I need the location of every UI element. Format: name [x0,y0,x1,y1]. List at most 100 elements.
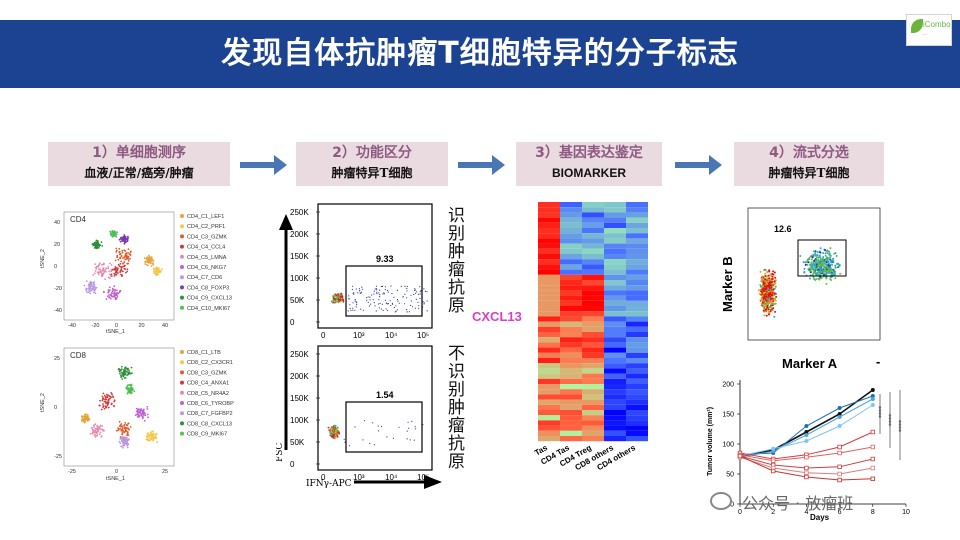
marker-point [759,284,762,286]
marker-point [812,276,815,279]
flow-point [374,288,376,290]
tsne-point [109,395,112,398]
heatmap-cell [604,394,626,400]
tsne-point [123,436,125,439]
tsne-point [121,238,124,241]
tsne-point [122,265,124,268]
flow-point [349,307,351,309]
flow-point [375,310,377,312]
heatmap-cell [538,280,560,286]
heatmap-cell [538,342,560,348]
heatmap-cell [560,295,582,301]
marker-point [817,256,820,259]
heatmap-cell [582,321,604,327]
tsne-point [115,293,118,295]
heatmap-cell [538,269,560,275]
tsne-point [129,387,132,389]
flow-point [376,293,378,295]
x-tick-label: 0 [738,509,742,516]
gate-value-marker: 12.6 [774,224,792,234]
data-point [837,412,842,416]
heatmap-cell [538,316,560,322]
tsne-point [124,437,127,440]
marker-point [760,279,763,282]
tsne-point [121,240,124,242]
marker-point [761,297,763,300]
marker-point [765,310,768,313]
tsne-point [147,416,149,419]
marker-point [771,278,774,281]
marker-point [824,259,827,262]
tsne-point [152,438,155,441]
cd4-yticks: 40 20 0 -20 -40 [54,220,62,314]
data-point [837,477,842,483]
tumor-yticks: 200 150 100 50 0 [722,382,740,509]
tsne-point [118,238,121,241]
recognize-label: 识别肿瘤抗原 [444,206,464,314]
marker-point [772,293,775,296]
flow-point [415,298,417,300]
marker-point [811,267,814,270]
tsne-point [126,368,129,371]
flow-point [368,305,370,307]
heatmap-cell [604,399,626,405]
flow-point [330,300,333,303]
gate-box-bottom [345,401,423,453]
flow-point [333,433,336,436]
tsne-point [156,266,159,269]
marker-point [830,261,833,264]
marker-point [832,271,835,273]
marker-point [761,285,764,288]
heatmap-cell [626,311,648,317]
tsne-point [91,426,93,429]
cd4-legend: CD4_C1_LEF1 CD4_C2_PRF1 CD4_C3_GZMK CD4_C4_… [180,214,232,312]
tsne-point [99,268,101,271]
heatmap-cell [626,264,648,270]
marker-point [827,260,830,263]
watermark: 公众号 · 放瘤班 [742,490,853,514]
marker-point [766,305,769,307]
marker-point [771,285,774,288]
tsne-point [123,240,126,242]
tsne-point [111,268,114,271]
marker-point [829,267,832,270]
marker-point [764,278,767,281]
marker-point [822,252,825,255]
flow-point [378,430,380,432]
tsne-point [122,262,124,265]
flow-point [332,434,335,437]
flow-point [398,426,400,428]
tsne-point [99,427,102,430]
tsne-point [91,287,93,290]
flow-point [405,309,408,311]
flow-point [394,311,396,313]
heatmap-cell [560,368,582,374]
tsne-point [83,284,86,287]
tsne-point [127,248,130,250]
y-tick-label: 200K [290,372,309,381]
heatmap-cell [604,436,626,442]
legend-entry: CD8_C1_LTB [187,350,221,356]
heatmap-cell [626,202,648,208]
legend-swatch [180,421,184,426]
y-tick-label: 50 [726,472,734,479]
tsne-point [135,407,138,410]
x-tick-label: 8 [871,509,875,516]
tsne-point [97,265,100,268]
heatmap-cell [582,217,604,223]
heatmap-cell [604,212,626,218]
tsne-point [141,412,144,415]
tsne-point [85,413,88,415]
tsne-point [121,249,124,252]
marker-point [804,263,807,266]
tsne-point [111,393,113,395]
tsne-point [148,434,151,436]
heatmap-cell [582,311,604,317]
tsne-point [140,413,142,415]
tsne-point [144,263,146,265]
heatmap-cell [604,404,626,410]
data-point [870,394,875,398]
flow-point [391,302,393,304]
marker-point [763,269,766,272]
tsne-point [124,372,127,375]
